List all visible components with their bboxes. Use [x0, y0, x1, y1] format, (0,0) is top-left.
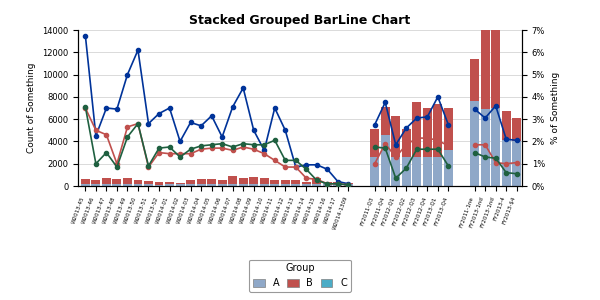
Bar: [102, 184, 111, 186]
Bar: [207, 179, 216, 184]
Bar: [470, 101, 479, 186]
Y-axis label: Count of Something: Count of Something: [28, 63, 37, 153]
Bar: [512, 118, 521, 141]
Bar: [81, 184, 90, 186]
Bar: [391, 157, 400, 186]
Bar: [334, 184, 343, 186]
Bar: [412, 157, 421, 186]
Legend: A, B, C: A, B, C: [249, 260, 351, 292]
Bar: [218, 184, 227, 186]
Bar: [176, 184, 185, 186]
Bar: [249, 184, 258, 186]
Bar: [444, 108, 453, 150]
Bar: [481, 0, 490, 109]
Bar: [370, 157, 379, 186]
Bar: [323, 183, 332, 186]
Bar: [112, 179, 121, 184]
Bar: [186, 184, 195, 186]
Bar: [313, 184, 322, 186]
Bar: [433, 157, 442, 186]
Bar: [281, 180, 290, 184]
Bar: [402, 129, 411, 157]
Bar: [207, 184, 216, 186]
Bar: [391, 116, 400, 157]
Bar: [423, 157, 432, 186]
Bar: [123, 184, 132, 186]
Bar: [512, 141, 521, 186]
Bar: [281, 184, 290, 186]
Bar: [323, 182, 332, 183]
Bar: [381, 135, 389, 186]
Bar: [313, 178, 322, 184]
Bar: [302, 184, 311, 186]
Bar: [423, 108, 432, 157]
Bar: [470, 59, 479, 101]
Bar: [292, 184, 300, 186]
Bar: [381, 107, 389, 135]
Bar: [433, 103, 442, 157]
Bar: [502, 140, 511, 186]
Bar: [292, 180, 300, 184]
Bar: [228, 184, 237, 186]
Bar: [81, 179, 90, 184]
Bar: [260, 184, 269, 186]
Bar: [502, 111, 511, 140]
Bar: [91, 184, 100, 186]
Bar: [344, 183, 353, 184]
Bar: [91, 180, 100, 184]
Bar: [186, 180, 195, 184]
Bar: [123, 178, 132, 184]
Bar: [176, 183, 185, 184]
Bar: [144, 184, 153, 186]
Bar: [260, 178, 269, 184]
Bar: [197, 179, 206, 184]
Bar: [144, 181, 153, 184]
Bar: [133, 180, 142, 184]
Bar: [334, 182, 343, 184]
Bar: [228, 176, 237, 184]
Title: Stacked Grouped BarLine Chart: Stacked Grouped BarLine Chart: [190, 14, 410, 27]
Bar: [239, 178, 248, 184]
Bar: [481, 109, 490, 186]
Bar: [112, 184, 121, 186]
Bar: [491, 0, 500, 108]
Bar: [302, 182, 311, 184]
Bar: [444, 150, 453, 186]
Bar: [197, 184, 206, 186]
Bar: [155, 185, 163, 186]
Bar: [165, 184, 174, 186]
Y-axis label: % of Something: % of Something: [551, 72, 560, 144]
Bar: [344, 184, 353, 186]
Bar: [102, 178, 111, 184]
Bar: [249, 177, 258, 184]
Bar: [239, 184, 248, 186]
Bar: [402, 157, 411, 186]
Bar: [270, 184, 279, 186]
Bar: [218, 180, 227, 184]
Bar: [270, 180, 279, 184]
Bar: [412, 102, 421, 157]
Bar: [491, 108, 500, 186]
Bar: [165, 182, 174, 184]
Bar: [370, 129, 379, 157]
Bar: [133, 184, 142, 186]
Bar: [155, 182, 163, 185]
